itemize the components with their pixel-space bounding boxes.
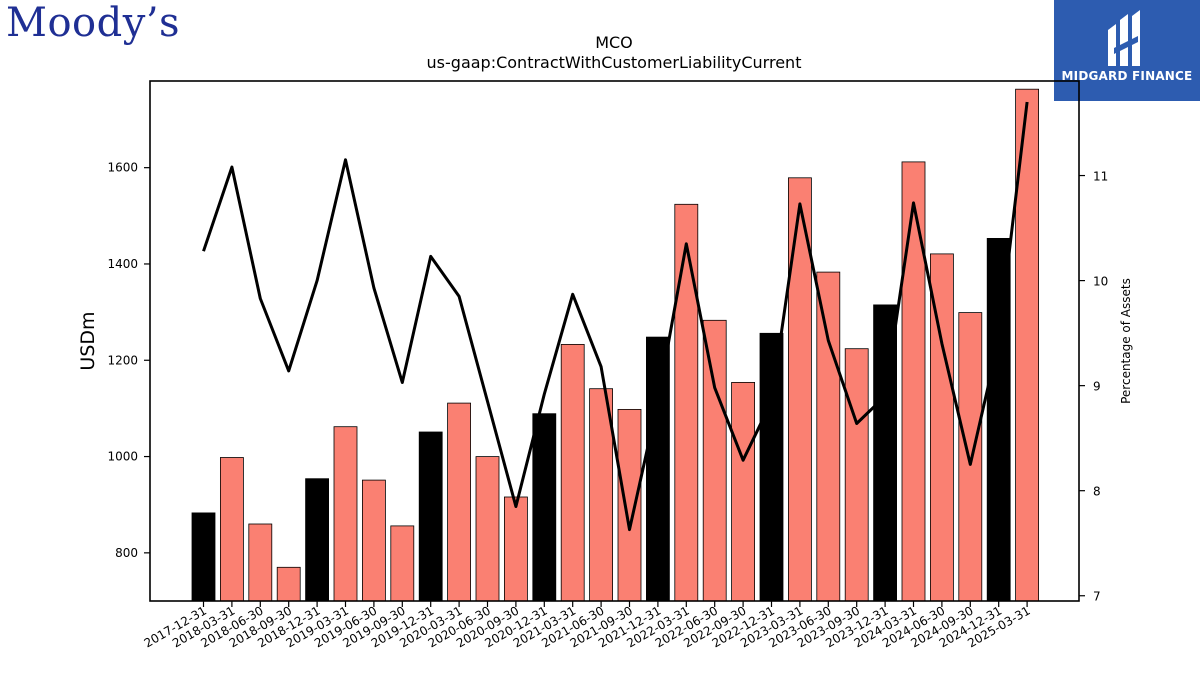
- y2-tick-label: 7: [1093, 590, 1101, 604]
- bar: [646, 336, 670, 602]
- bar: [333, 426, 358, 602]
- bar: [958, 312, 983, 602]
- bar: [361, 479, 386, 602]
- bar: [305, 478, 330, 602]
- bar: [418, 431, 443, 602]
- bar: [731, 381, 755, 602]
- bar: [532, 413, 557, 602]
- bar: [219, 457, 244, 602]
- y-tick-label: 1600: [107, 161, 138, 175]
- y2-tick-label: 9: [1093, 380, 1101, 394]
- line-series: [202, 101, 1029, 532]
- bar: [447, 402, 472, 602]
- plot-frame: [149, 80, 1080, 602]
- bar: [844, 348, 869, 602]
- y2-axis-label: Percentage of Assets: [1119, 278, 1133, 404]
- bar: [986, 237, 1011, 602]
- bar: [702, 319, 727, 602]
- bar: [503, 496, 528, 602]
- bar: [560, 343, 585, 602]
- y2-tick-label: 11: [1093, 170, 1108, 184]
- y-tick-label: 1200: [107, 353, 138, 367]
- bar: [248, 523, 273, 602]
- bar: [901, 161, 926, 602]
- bar: [475, 456, 500, 602]
- chart-title: MCO: [595, 33, 633, 52]
- y2-tick-label: 8: [1093, 485, 1101, 499]
- bar: [759, 332, 784, 602]
- moodys-logo: Moody’s: [6, 0, 181, 46]
- y-tick-label: 800: [115, 546, 138, 560]
- y-tick-label: 1400: [107, 257, 138, 271]
- bar: [674, 203, 699, 602]
- bar: [191, 512, 216, 602]
- bar: [390, 525, 415, 602]
- bar: [276, 566, 301, 602]
- bar: [617, 408, 642, 602]
- midgard-finance-name: MIDGARD FINANCE: [1061, 69, 1193, 83]
- bar: [816, 271, 841, 602]
- midgard-mark-icon: [1108, 10, 1140, 66]
- y-axis-label: USDm: [77, 311, 99, 370]
- y2-tick-label: 10: [1093, 275, 1108, 289]
- y-tick-label: 1000: [107, 450, 138, 464]
- chart-subtitle: us-gaap:ContractWithCustomerLiabilityCur…: [427, 53, 802, 72]
- midgard-finance-logo: MIDGARD FINANCE: [1054, 0, 1200, 101]
